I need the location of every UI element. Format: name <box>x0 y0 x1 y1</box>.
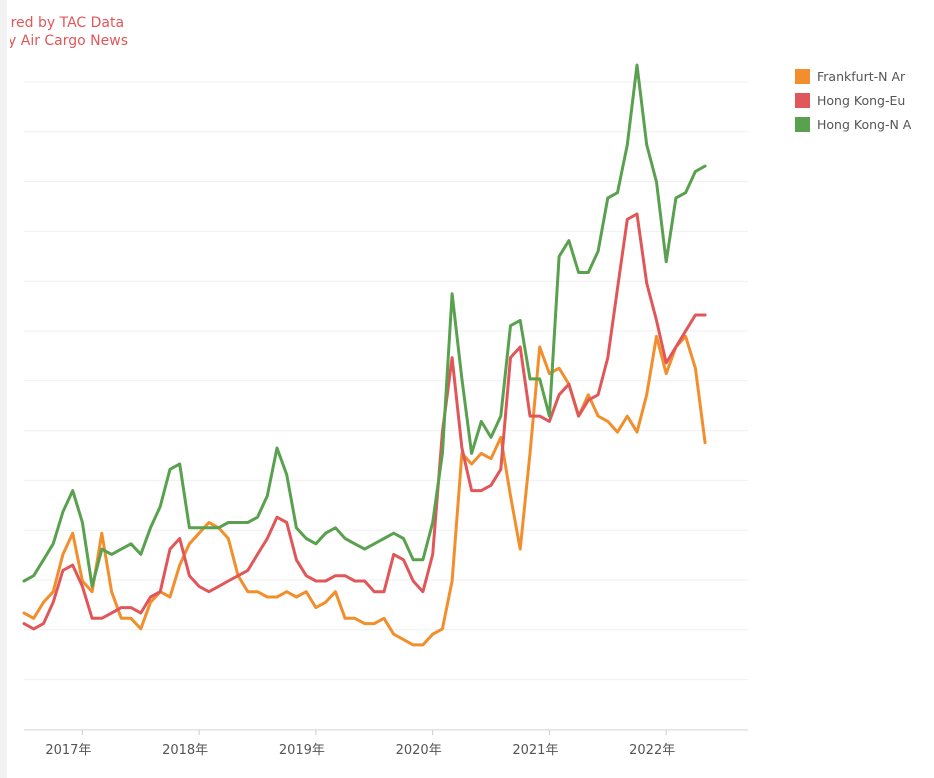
legend-swatch-hongkong-na <box>795 116 810 132</box>
x-tick-label: 2017年 <box>45 743 91 758</box>
caption-line-1: ered by TAC Data <box>10 15 125 31</box>
legend-swatch-hongkong-eu <box>795 92 810 108</box>
series-line-hongkong-eu <box>22 212 707 631</box>
caption-line-2: y Air Cargo News <box>10 33 129 49</box>
x-tick-label: 2020年 <box>396 743 442 758</box>
legend-label-hongkong-na: Hong Kong-N A <box>817 116 911 132</box>
data-source-caption: ered by TAC Data y Air Cargo News <box>10 14 200 50</box>
x-tick-label: 2021年 <box>512 743 558 758</box>
x-tick-label: 2022年 <box>629 743 675 758</box>
legend-item-hongkong-na[interactable]: Hong Kong-N A <box>795 112 911 136</box>
chart-legend: Frankfurt-N Ar Hong Kong-Eu Hong Kong-N … <box>795 64 911 136</box>
legend-label-hongkong-eu: Hong Kong-Eu <box>817 92 906 108</box>
x-tick-label: 2018年 <box>162 743 208 758</box>
legend-item-frankfurt[interactable]: Frankfurt-N Ar <box>795 64 911 88</box>
legend-label-frankfurt: Frankfurt-N Ar <box>817 68 906 84</box>
x-tick-label: 2019年 <box>279 743 325 758</box>
series-line-frankfurt <box>22 334 707 647</box>
legend-item-hongkong-eu[interactable]: Hong Kong-Eu <box>795 88 911 112</box>
series-line-hongkong-na <box>22 63 707 588</box>
legend-swatch-frankfurt <box>795 68 810 84</box>
left-edge-strip <box>0 0 7 778</box>
